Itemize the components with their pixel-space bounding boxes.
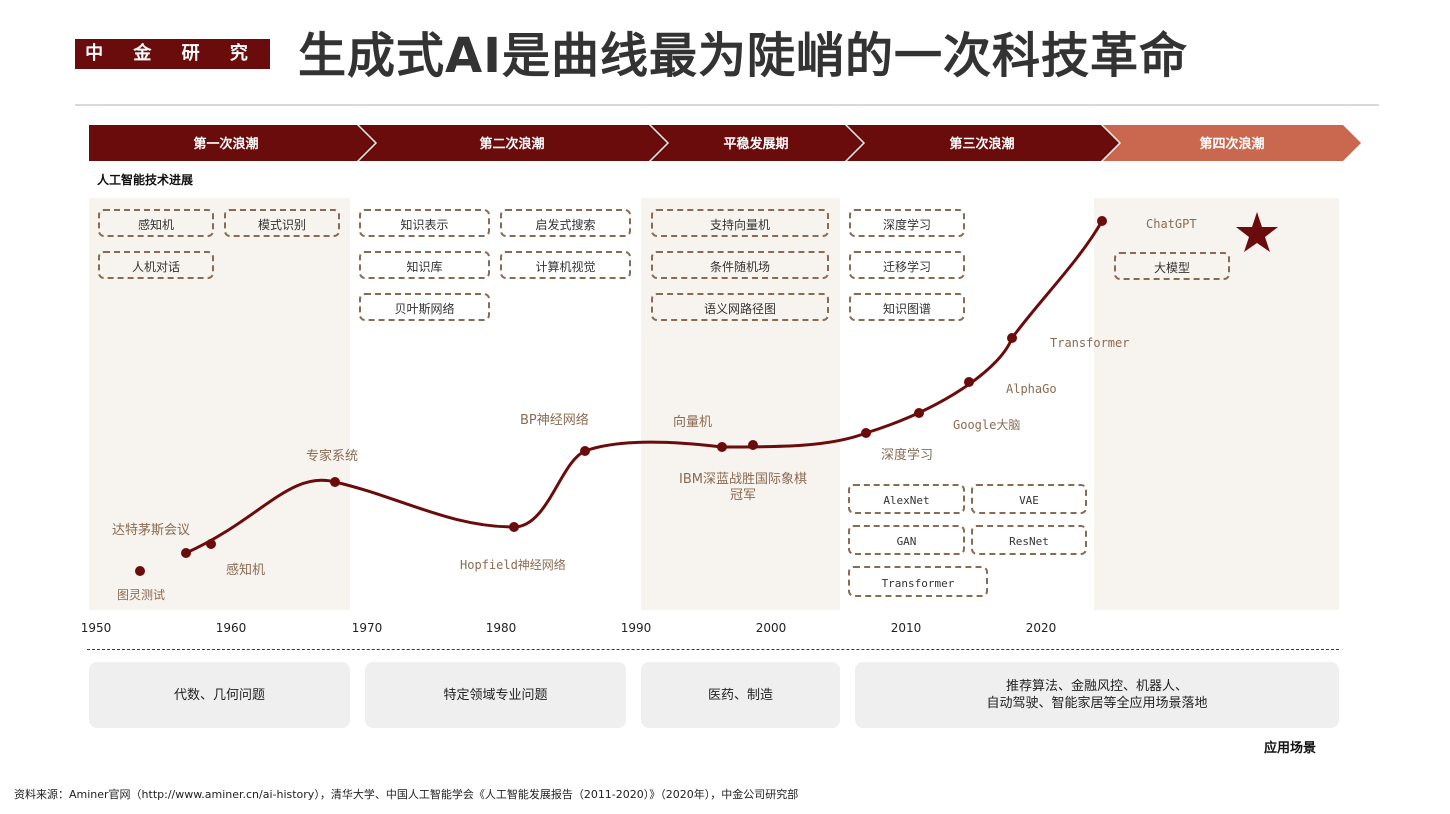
tech-box: 知识库 [359, 251, 490, 279]
source-note: 资料来源：Aminer官网（http://www.aminer.cn/ai-hi… [14, 788, 799, 801]
tech-box: 知识图谱 [849, 293, 965, 321]
milestone-label: 向量机 [673, 415, 713, 430]
model-box: ResNet [971, 525, 1087, 555]
applications-label: 应用场景 [1264, 741, 1317, 756]
milestone-dot [1097, 216, 1107, 226]
application-box: 推荐算法、金融风控、机器人、 自动驾驶、智能家居等全应用场景落地 [855, 662, 1339, 728]
phase-chevron-5 [1103, 125, 1361, 161]
tech-box: 语义网路径图 [651, 293, 829, 321]
milestone-label: IBM深蓝战胜国际象棋 冠军 [679, 472, 807, 503]
milestone-dot [181, 548, 191, 558]
band-stable [641, 198, 840, 610]
x-tick-label: 1950 [80, 621, 112, 635]
milestone-dot [914, 408, 924, 418]
brand-badge: 中 金 研 究 部 [75, 39, 270, 94]
curve-path [185, 220, 1104, 555]
phase-chevron-4 [847, 125, 1119, 161]
milestone-dot [206, 539, 216, 549]
milestone-label: 深度学习 [881, 448, 934, 463]
milestone-dot [330, 477, 340, 487]
tech-box: 模式识别 [224, 209, 340, 237]
tech-box: 计算机视觉 [500, 251, 631, 279]
milestone-dot [717, 442, 727, 452]
x-tick-label: 2020 [1025, 621, 1057, 635]
application-box: 代数、几何问题 [89, 662, 350, 728]
model-box: AlexNet [848, 484, 965, 514]
application-box: 医药、制造 [641, 662, 840, 728]
application-box: 特定领域专业问题 [365, 662, 626, 728]
milestone-label: Google大脑 [953, 418, 1021, 432]
milestone-dot [135, 566, 145, 576]
milestone-label: Transformer [1050, 336, 1130, 350]
milestone-dot [1007, 333, 1017, 343]
tech-box: 支持向量机 [651, 209, 829, 237]
band-wave4 [1094, 198, 1339, 610]
milestone-label: Hopfield神经网络 [460, 558, 566, 572]
phase-label-1: 第一次浪潮 [193, 136, 258, 152]
tech-box: 深度学习 [849, 209, 965, 237]
band-wave1 [89, 198, 350, 610]
milestone-label: 图灵测试 [117, 588, 166, 602]
tech-box: 人机对话 [98, 251, 214, 279]
phase-label-5: 第四次浪潮 [1199, 136, 1264, 152]
milestone-dot [861, 428, 871, 438]
tech-box: 启发式搜索 [500, 209, 631, 237]
x-tick-label: 1980 [485, 621, 517, 635]
x-tick-label: 1970 [351, 621, 383, 635]
title-divider [75, 104, 1379, 106]
tech-box: 条件随机场 [651, 251, 829, 279]
phase-label-4: 第三次浪潮 [949, 136, 1014, 152]
tech-box: 知识表示 [359, 209, 490, 237]
phase-chevron-1 [89, 125, 375, 161]
milestone-label: BP神经网络 [520, 413, 589, 428]
milestone-dot [509, 522, 519, 532]
phase-chevron-2 [359, 125, 667, 161]
model-box: GAN [848, 525, 965, 555]
milestone-label: AlphaGo [1006, 382, 1057, 396]
tech-box: 迁移学习 [849, 251, 965, 279]
x-tick-label: 1990 [620, 621, 652, 635]
phase-chevron-3 [651, 125, 863, 161]
x-tick-label: 1960 [215, 621, 247, 635]
milestone-dot [964, 377, 974, 387]
phase-label-2: 第二次浪潮 [479, 136, 544, 152]
milestone-label: 专家系统 [306, 449, 359, 464]
milestone-dot [580, 446, 590, 456]
x-tick-label: 2000 [755, 621, 787, 635]
milestone-dot [748, 440, 758, 450]
milestone-label: 达特茅斯会议 [112, 523, 191, 538]
tech-box: 大模型 [1114, 252, 1230, 280]
model-box: VAE [971, 484, 1087, 514]
model-box: Transformer [848, 566, 988, 597]
tech-box: 感知机 [98, 209, 214, 237]
tech-box: 贝叶斯网络 [359, 293, 490, 321]
star-icon [1236, 212, 1278, 252]
milestone-label: 感知机 [226, 563, 266, 578]
phase-label-3: 平稳发展期 [723, 136, 788, 152]
page-title: 生成式AI是曲线最为陡峭的一次科技革命 [298, 28, 1189, 84]
section-label-tech: 人工智能技术进展 [97, 173, 194, 187]
x-tick-label: 2010 [890, 621, 922, 635]
separator-dashed [87, 649, 1339, 650]
milestone-label: ChatGPT [1146, 217, 1197, 231]
